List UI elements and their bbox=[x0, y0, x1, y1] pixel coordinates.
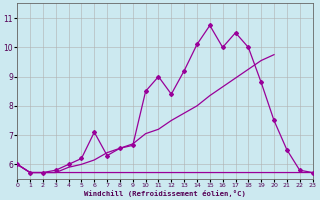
X-axis label: Windchill (Refroidissement éolien,°C): Windchill (Refroidissement éolien,°C) bbox=[84, 190, 246, 197]
